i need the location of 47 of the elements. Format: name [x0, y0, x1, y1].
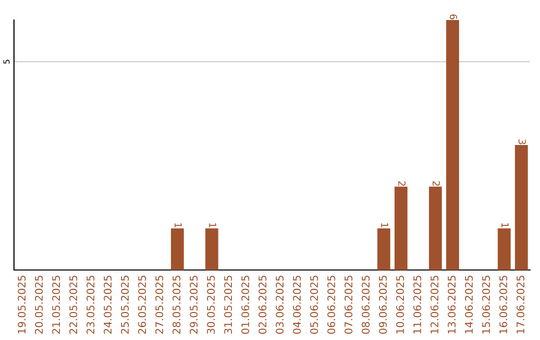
data-label: 1: [209, 223, 216, 228]
x-tick-label: 29.05.2025: [190, 276, 198, 334]
x-tick-label: 09.06.2025: [378, 276, 387, 334]
y-tick-label: 5: [3, 60, 10, 64]
x-tick-label: 25.05.2025: [120, 276, 129, 334]
x-tick-label: 19.05.2025: [18, 276, 26, 334]
x-tick-label: 10.06.2025: [396, 276, 404, 334]
x-tick-label: 30.05.2025: [206, 276, 215, 334]
x-tick-label: 14.06.2025: [464, 276, 473, 334]
x-tick-label: 04.06.2025: [292, 276, 301, 334]
x-tick-label: 24.05.2025: [104, 276, 112, 334]
bar: [446, 20, 460, 270]
x-tick-label: 27.05.2025: [155, 276, 164, 334]
data-label: 3: [518, 140, 526, 144]
data-label: 2: [398, 181, 406, 186]
data-label: 6: [450, 14, 458, 20]
x-tick-label: 11.06.2025: [413, 276, 422, 334]
x-tick-label: 15.06.2025: [482, 276, 490, 334]
x-tick-label: 16.06.2025: [499, 276, 508, 334]
x-tick-label: 23.05.2025: [86, 276, 94, 334]
x-tick-label: 02.06.2025: [258, 276, 266, 334]
x-tick-label: 06.06.2025: [327, 276, 336, 334]
x-tick-label: 17.06.2025: [516, 276, 524, 334]
bar: [514, 145, 528, 270]
x-tick-label: 01.06.2025: [241, 276, 250, 334]
x-tick-label: 22.05.2025: [69, 276, 78, 334]
bar: [170, 228, 184, 270]
x-tick-label: 03.06.2025: [276, 276, 284, 334]
x-tick-label: 08.06.2025: [362, 276, 370, 334]
x-tick-label: 20.05.2025: [34, 276, 43, 334]
data-label: 2: [432, 181, 440, 186]
bar: [377, 228, 390, 270]
data-label: 1: [174, 223, 182, 228]
x-tick-label: 07.06.2025: [344, 276, 352, 334]
x-tick-label: 05.06.2025: [310, 276, 318, 334]
bar: [205, 228, 218, 270]
data-label: 1: [381, 223, 388, 228]
data-label: 1: [502, 223, 509, 228]
x-tick-label: 21.05.2025: [52, 276, 60, 334]
x-tick-label: 31.05.2025: [224, 276, 232, 334]
bar: [394, 186, 408, 270]
x-tick-label: 13.06.2025: [448, 276, 456, 334]
bar: [428, 186, 442, 270]
x-tick-label: 28.05.2025: [172, 276, 180, 334]
x-tick-label: 26.05.2025: [138, 276, 146, 334]
x-tick-label: 12.06.2025: [430, 276, 438, 334]
bar: [498, 228, 511, 270]
